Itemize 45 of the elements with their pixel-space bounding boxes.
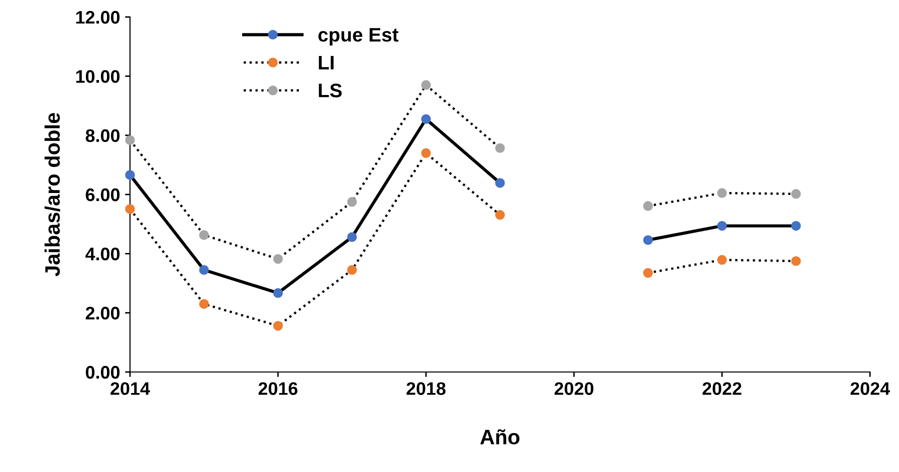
point [199,265,209,275]
point [717,255,727,265]
x-tick-label: 2016 [258,382,298,395]
point [199,230,209,240]
x-tick-label: 2018 [406,382,446,395]
point [347,232,357,242]
y-tick-label: 0.00 [86,366,120,379]
point [717,188,727,198]
y-axis-title: Jaibas/aro doble [44,113,60,276]
point [125,204,135,214]
y-tick-label: 8.00 [86,129,120,142]
point [791,256,801,266]
point [421,148,431,158]
point [791,220,801,231]
point [495,210,505,220]
x-axis-title: Año [480,429,520,444]
x-tick-label: 2024 [850,382,890,395]
point [347,265,357,275]
y-tick-label: 12.00 [76,10,120,24]
point [643,268,653,278]
y-tick-label: 6.00 [86,188,120,202]
point [495,143,505,153]
point [791,189,801,199]
legend-label: cpue Est [318,28,398,46]
y-tick-label: 2.00 [86,306,120,320]
point [273,288,283,298]
legend-label: LI [318,56,334,70]
point [125,170,135,180]
point [643,201,653,211]
point [717,220,727,231]
point [421,114,431,124]
y-tick-label: 10.00 [76,70,120,83]
x-tick-label: 2014 [110,382,150,395]
legend-label: LS [318,84,342,98]
y-tick-label: 4.00 [85,248,120,260]
x-tick-label: 2022 [702,382,742,395]
x-tick-label: 2020 [554,382,594,395]
point [643,235,653,245]
point [273,320,283,331]
point [347,197,357,207]
point [421,80,431,90]
point [273,254,283,264]
point [199,299,209,309]
point [495,178,505,188]
point [125,135,135,145]
